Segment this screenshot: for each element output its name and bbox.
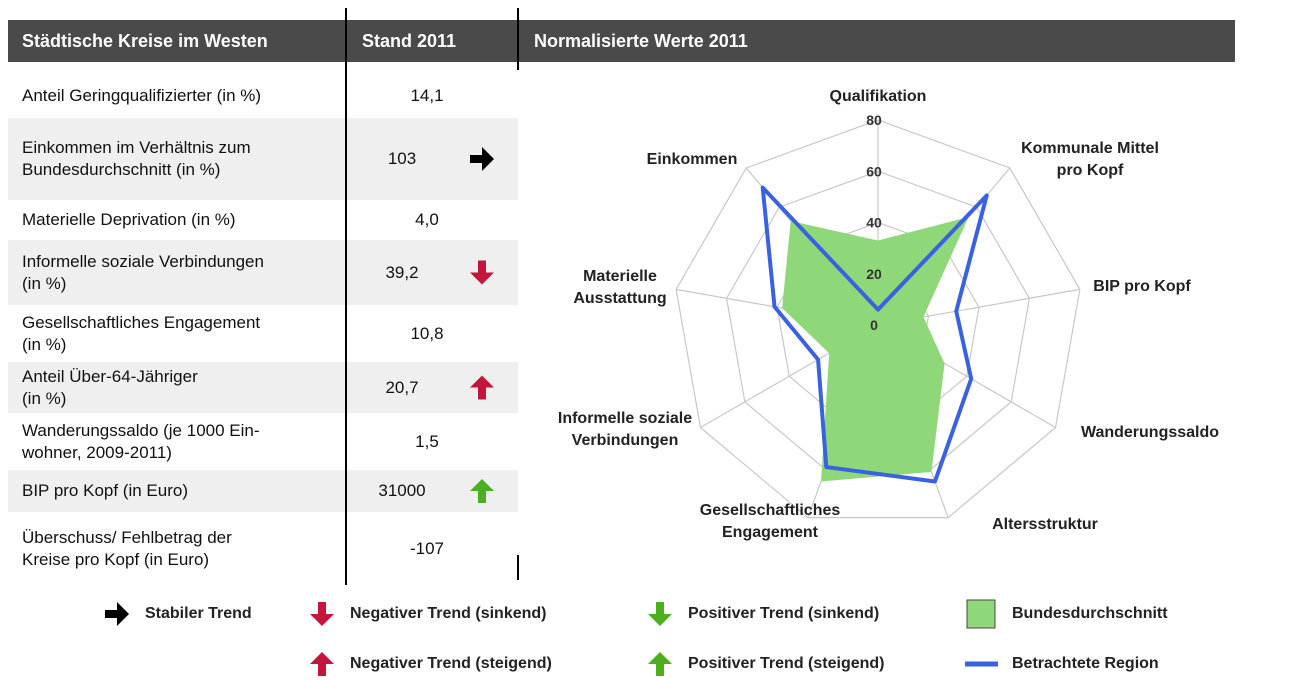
tick-label: 40 <box>866 215 882 231</box>
axis-label: Einkommen <box>646 151 738 168</box>
trend-arrow <box>470 375 494 400</box>
trend-arrow <box>470 147 494 171</box>
legend-swatch <box>966 599 996 629</box>
legend-label: Betrachtete Region <box>1012 655 1159 672</box>
row-bg <box>8 470 518 512</box>
axis-label: BIP pro Kopf <box>1093 278 1191 295</box>
legend-label: Bundesdurchschnitt <box>1012 605 1168 622</box>
row-bg <box>8 362 518 413</box>
header-bar <box>8 20 1235 62</box>
legend-label: Positiver Trend (steigend) <box>688 655 885 672</box>
row-bg <box>8 240 518 305</box>
row-value: 1,5 <box>415 431 439 451</box>
row-label: Informelle soziale Verbindungen (in %) <box>22 251 264 293</box>
row-value: 103 <box>387 149 417 168</box>
axis-label: Wanderungssaldo <box>1080 424 1220 441</box>
trend-arrow <box>310 602 334 626</box>
trend-arrow <box>105 602 129 626</box>
row-value: 4,0 <box>415 210 439 229</box>
legend-label: Positiver Trend (sinkend) <box>688 605 880 622</box>
legend-label: Stabiler Trend <box>145 605 252 622</box>
grid-ring <box>675 119 1081 519</box>
row-value: 10,8 <box>410 323 444 343</box>
trend-arrow <box>648 602 672 626</box>
axis-label: Kommunale Mittel pro Kopf <box>1021 140 1159 179</box>
row-bg <box>8 118 518 200</box>
row-label: Wanderungssaldo (je 1000 Ein- wohner, 20… <box>22 420 260 462</box>
row-label: Anteil Über-64-Jähriger (in %) <box>22 366 198 408</box>
row-value: -107 <box>409 538 445 558</box>
legend-label: Negativer Trend (steigend) <box>350 655 552 672</box>
trend-arrow <box>470 260 494 285</box>
row-label: Gesellschaftliches Engagement (in %) <box>22 312 261 354</box>
area <box>782 217 969 482</box>
trend-arrow <box>648 652 672 676</box>
row-label: Überschuss/ Fehlbetrag der Kreise pro Ko… <box>22 527 232 569</box>
row-label: Anteil Geringqualifizierter (in %) <box>22 86 262 105</box>
axis-label: Altersstruktur <box>992 516 1098 533</box>
axis-label: Gesellschaftliches Engagement <box>699 502 841 541</box>
tick-label: 60 <box>866 163 882 179</box>
row-label: Materielle Deprivation (in %) <box>22 210 236 229</box>
row-label: Einkommen im Verhältnis zum Bundesdurchs… <box>22 138 251 179</box>
tick-label: 20 <box>866 266 882 282</box>
axis-label: Materielle Ausstattung <box>573 268 667 307</box>
tick-label: 80 <box>866 112 882 128</box>
header: Stand 2011 <box>362 30 457 51</box>
trend-arrow <box>310 652 334 676</box>
axis-label: Qualifikation <box>829 88 927 105</box>
row-label: BIP pro Kopf (in Euro) <box>22 481 188 500</box>
line <box>760 185 989 484</box>
header: Städtische Kreise im Westen <box>22 30 268 51</box>
axis-label: Informelle soziale Verbindungen <box>557 410 693 449</box>
row-value: 20,7 <box>385 377 419 397</box>
header: Normalisierte Werte 2011 <box>534 30 748 51</box>
row-value: 31000 <box>378 481 426 500</box>
row-value: 14,1 <box>410 86 444 105</box>
tick-label: 0 <box>870 317 878 333</box>
trend-arrow <box>470 479 494 503</box>
legend-label: Negativer Trend (sinkend) <box>350 605 547 622</box>
row-value: 39,2 <box>385 262 419 282</box>
